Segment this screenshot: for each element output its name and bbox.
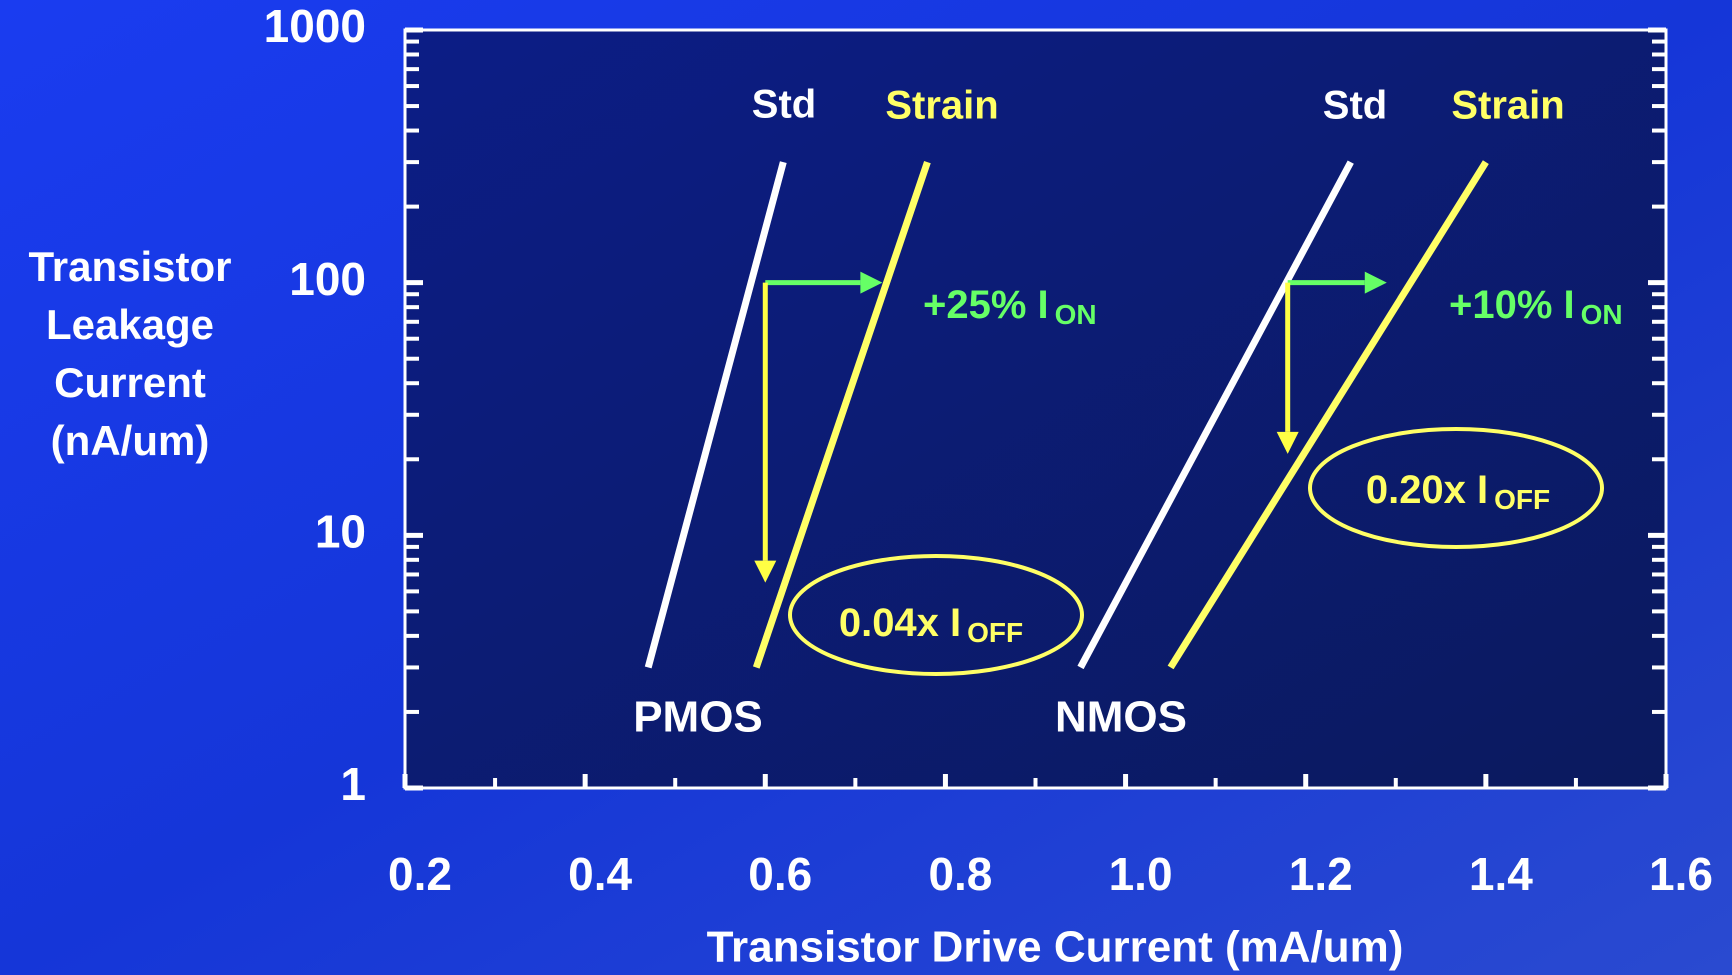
series-label: Strain: [885, 84, 998, 128]
x-tick-label: 0.8: [928, 848, 992, 900]
group-label: PMOS: [633, 693, 763, 742]
annotation-text: +25% I: [923, 283, 1049, 327]
x-tick-label: 1.4: [1469, 848, 1533, 900]
annotation-subscript: OFF: [967, 617, 1023, 648]
plot-area: [405, 30, 1666, 788]
group-label: NMOS: [1055, 693, 1187, 742]
x-tick-label: 0.2: [388, 848, 452, 900]
annotation-text: 0.04x I: [839, 601, 961, 645]
x-tick-label: 1.6: [1649, 848, 1713, 900]
x-axis-title: Transistor Drive Current (mA/um): [707, 923, 1404, 972]
x-tick-label: 0.4: [568, 848, 632, 900]
y-axis-title: Current: [54, 359, 206, 406]
y-axis-title: Leakage: [46, 301, 214, 348]
chart: 1 10 100 1000 0.2 0.4 0.6 0.8 1.0 1.2 1.4 1.6 Transi…: [0, 0, 1732, 975]
page: {"chart_data": { "type": "line", "x_labe…: [0, 0, 1732, 975]
annotation-subscript: OFF: [1494, 484, 1550, 515]
annotation-text: +10% I: [1449, 283, 1575, 327]
y-axis-title: Transistor: [28, 243, 231, 290]
series-label: Std: [752, 83, 816, 127]
y-axis-title: (nA/um): [51, 417, 210, 464]
annotation-subscript: ON: [1581, 299, 1623, 330]
annotation-subscript: ON: [1055, 299, 1097, 330]
annotation-text: 0.20x I: [1366, 468, 1488, 512]
series-label: Strain: [1451, 84, 1564, 128]
x-tick-label: 1.2: [1289, 848, 1353, 900]
y-tick-label: 1000: [264, 0, 366, 52]
x-tick-label: 1.0: [1109, 848, 1173, 900]
y-tick-label: 10: [315, 505, 366, 557]
y-tick-label: 1: [340, 758, 366, 810]
x-tick-label: 0.6: [748, 848, 812, 900]
series-label: Std: [1323, 84, 1387, 128]
y-tick-label: 100: [289, 253, 366, 305]
